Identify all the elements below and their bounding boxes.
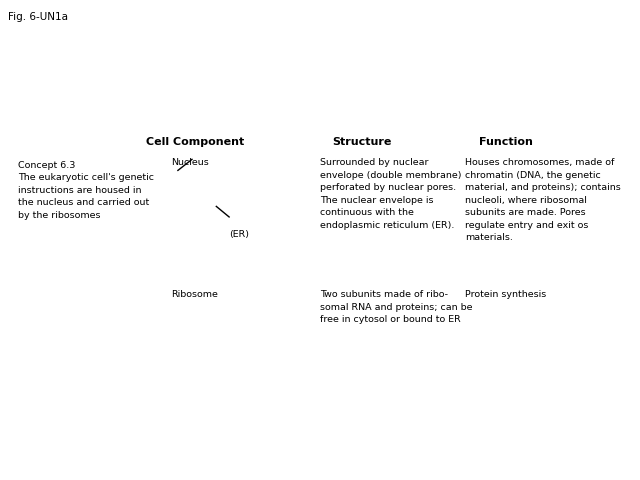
Text: Function: Function <box>479 137 532 147</box>
Text: Surrounded by nuclear
envelope (double membrane)
perforated by nuclear pores.
Th: Surrounded by nuclear envelope (double m… <box>320 158 461 230</box>
Text: Houses chromosomes, made of
chromatin (DNA, the genetic
material, and proteins);: Houses chromosomes, made of chromatin (D… <box>465 158 621 242</box>
Text: Cell Component: Cell Component <box>146 137 244 147</box>
Text: Two subunits made of ribo-
somal RNA and proteins; can be
free in cytosol or bou: Two subunits made of ribo- somal RNA and… <box>320 290 472 324</box>
Text: Fig. 6-UN1a: Fig. 6-UN1a <box>8 12 68 22</box>
Text: Structure: Structure <box>332 137 391 147</box>
Text: Concept 6.3
The eukaryotic cell's genetic
instructions are housed in
the nucleus: Concept 6.3 The eukaryotic cell's geneti… <box>18 161 154 220</box>
Text: (ER): (ER) <box>229 230 249 240</box>
Text: Ribosome: Ribosome <box>172 290 218 300</box>
Text: Protein synthesis: Protein synthesis <box>465 290 547 300</box>
Text: Nucleus: Nucleus <box>172 158 209 168</box>
